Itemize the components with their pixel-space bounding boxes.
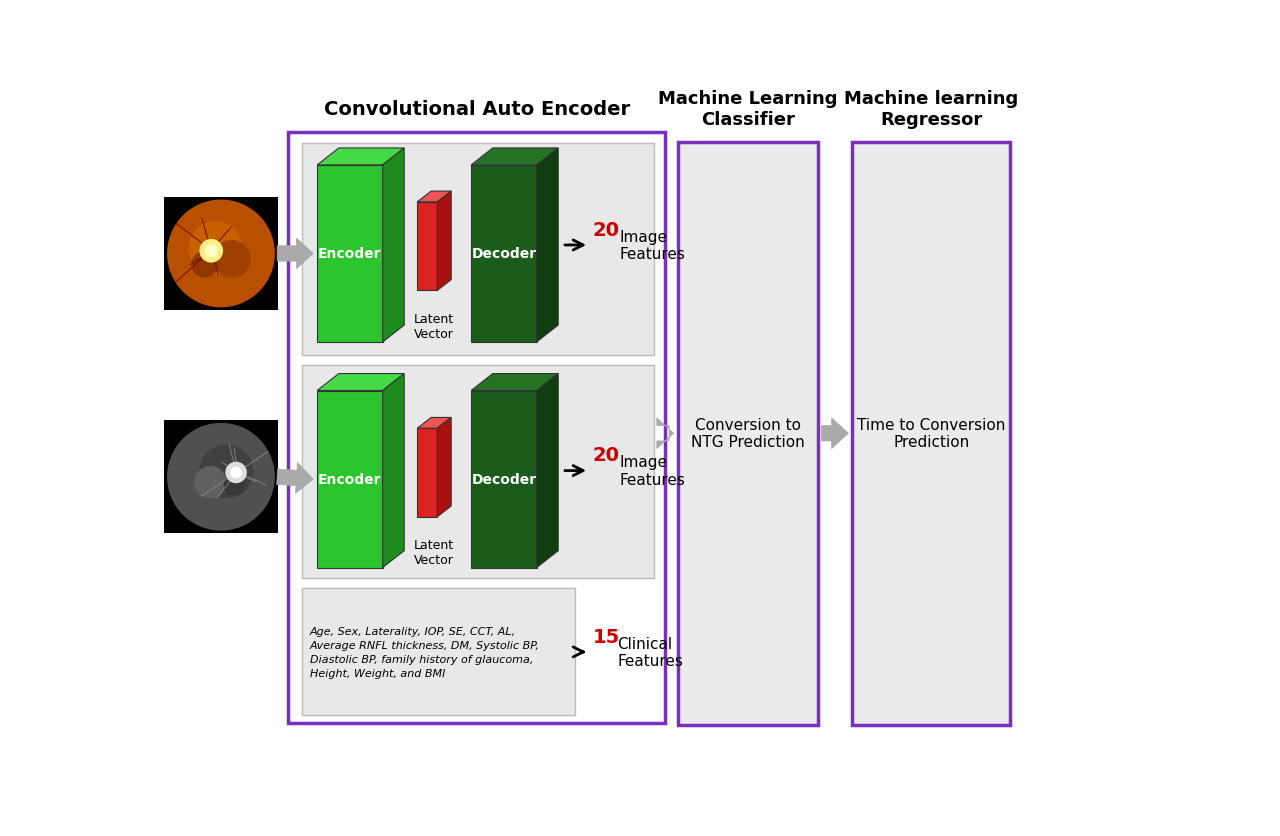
Circle shape: [195, 466, 227, 499]
Text: Machine Learning
Classifier: Machine Learning Classifier: [658, 90, 837, 129]
Polygon shape: [317, 149, 404, 166]
Text: Convolutional Auto Encoder: Convolutional Auto Encoder: [324, 99, 630, 119]
Polygon shape: [383, 375, 404, 568]
Text: Age, Sex, Laterality, IOP, SE, CCT, AL,
Average RNFL thickness, DM, Systolic BP,: Age, Sex, Laterality, IOP, SE, CCT, AL, …: [310, 626, 539, 678]
Text: Image
Features: Image Features: [620, 455, 686, 487]
Polygon shape: [317, 375, 404, 391]
FancyBboxPatch shape: [302, 365, 654, 579]
Circle shape: [168, 201, 275, 308]
FancyBboxPatch shape: [852, 143, 1010, 725]
FancyBboxPatch shape: [302, 589, 575, 716]
Polygon shape: [417, 418, 451, 429]
Circle shape: [225, 462, 247, 484]
Circle shape: [191, 252, 219, 278]
Circle shape: [188, 222, 242, 276]
Text: Encoder: Encoder: [319, 472, 381, 487]
Circle shape: [224, 475, 246, 496]
Polygon shape: [383, 149, 404, 343]
Circle shape: [168, 423, 275, 531]
Text: Time to Conversion
Prediction: Time to Conversion Prediction: [858, 417, 1006, 450]
Text: 15: 15: [593, 627, 620, 646]
Text: Clinical
Features: Clinical Features: [617, 636, 684, 668]
Text: Conversion to
NTG Prediction: Conversion to NTG Prediction: [691, 417, 805, 450]
Circle shape: [212, 241, 251, 278]
Circle shape: [205, 245, 218, 257]
Bar: [164, 421, 278, 533]
Polygon shape: [536, 375, 558, 568]
Circle shape: [230, 467, 242, 479]
Text: Latent
Vector: Latent Vector: [415, 538, 454, 567]
Text: Machine learning
Regressor: Machine learning Regressor: [844, 90, 1019, 129]
Polygon shape: [438, 191, 451, 291]
FancyBboxPatch shape: [288, 133, 666, 723]
Polygon shape: [417, 202, 438, 291]
Polygon shape: [278, 239, 314, 269]
Polygon shape: [536, 149, 558, 343]
Polygon shape: [317, 391, 383, 568]
Polygon shape: [438, 418, 451, 517]
FancyBboxPatch shape: [677, 143, 818, 725]
FancyBboxPatch shape: [302, 144, 654, 355]
Text: 20: 20: [593, 221, 620, 240]
Circle shape: [200, 445, 253, 499]
Polygon shape: [471, 375, 558, 391]
Polygon shape: [471, 149, 558, 166]
Polygon shape: [471, 166, 536, 343]
Polygon shape: [417, 429, 438, 517]
Polygon shape: [417, 191, 451, 202]
Text: Decoder: Decoder: [471, 247, 536, 261]
Polygon shape: [657, 418, 673, 449]
Bar: [164, 197, 278, 311]
Text: 20: 20: [593, 446, 620, 465]
Polygon shape: [276, 463, 314, 494]
Polygon shape: [317, 166, 383, 343]
Text: Encoder: Encoder: [319, 247, 381, 261]
Text: Latent
Vector: Latent Vector: [415, 313, 454, 340]
Text: Image
Features: Image Features: [620, 230, 686, 262]
Circle shape: [200, 240, 223, 263]
Polygon shape: [471, 391, 536, 568]
Text: Decoder: Decoder: [471, 472, 536, 487]
Polygon shape: [822, 418, 849, 449]
